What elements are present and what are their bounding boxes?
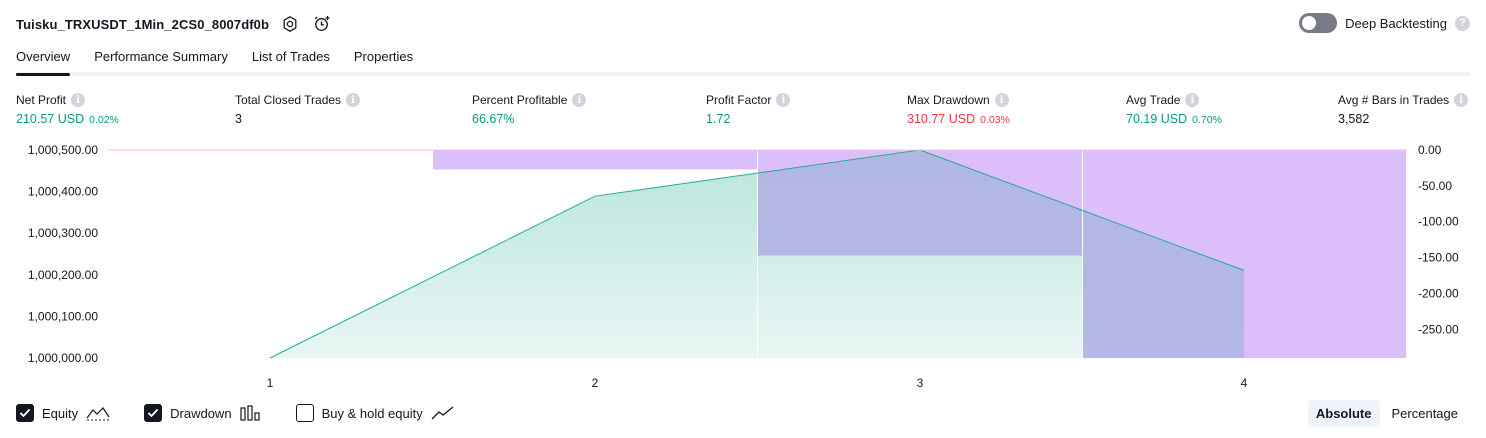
metric-percent: 0.03% — [980, 114, 1010, 126]
info-icon[interactable]: i — [71, 93, 86, 107]
checkmark-icon — [148, 408, 159, 418]
deep-backtesting-toggle[interactable] — [1299, 13, 1338, 33]
info-icon[interactable]: i — [572, 93, 587, 107]
y-right-tick-label: -200.00 — [1418, 286, 1459, 300]
equity-drawdown-chart[interactable]: 1,000,500.00 1,000,400.00 1,000,300.00 1,00… — [0, 140, 1486, 398]
toggle-knob — [1302, 16, 1317, 30]
checkmark-icon — [19, 408, 31, 418]
metric-value: 3,582 — [1338, 112, 1370, 126]
info-icon[interactable]: i — [346, 93, 361, 107]
y-right-tick-label: -250.00 — [1418, 322, 1459, 336]
metric-value: 310.77 USD — [907, 112, 976, 126]
y-right-tick-label: -50.00 — [1418, 179, 1452, 193]
metric-percent: 0.02% — [89, 114, 119, 126]
y-right-tick-label: -100.00 — [1418, 215, 1459, 229]
x-tick-label: 3 — [917, 376, 924, 390]
legend-equity-label: Equity — [42, 405, 79, 421]
tab-overview[interactable]: Overview — [16, 44, 71, 76]
drawdown-checkbox[interactable] — [144, 404, 163, 422]
metric-total-closed-trades: Total Closed Trades i 3 — [235, 93, 361, 126]
drawdown-bar — [433, 150, 757, 170]
tab-properties[interactable]: Properties — [353, 49, 414, 64]
drawdown-overlap — [758, 150, 1083, 256]
deep-backtesting: Deep Backtesting ? — [1299, 13, 1470, 33]
metric-label: Avg Trade — [1126, 93, 1181, 107]
percentage-button[interactable]: Percentage — [1391, 406, 1459, 421]
metric-label: Profit Factor — [706, 93, 772, 107]
metric-max-drawdown: Max Drawdown i 310.77 USD 0.03% — [907, 93, 1010, 126]
metric-percent: 0.70% — [1192, 114, 1222, 126]
metric-profit-factor: Profit Factor i 1.72 — [706, 93, 791, 126]
tab-performance-summary[interactable]: Performance Summary — [94, 49, 228, 64]
metric-label: Percent Profitable — [472, 93, 568, 107]
y-left-tick-label: 1,000,000.00 — [28, 351, 98, 365]
metric-value: 66.67% — [472, 112, 515, 126]
legend-equity[interactable]: Equity — [16, 404, 110, 422]
legend-buy-hold-label: Buy & hold equity — [321, 405, 423, 421]
metric-value: 3 — [235, 112, 242, 126]
report-tabs: Overview Performance Summary List of Tra… — [16, 44, 1470, 76]
x-tick-label: 1 — [267, 376, 274, 390]
equity-line-icon — [86, 407, 110, 421]
x-tick-label: 2 — [592, 376, 599, 390]
absolute-button[interactable]: Absolute — [1307, 400, 1380, 427]
metric-value: 70.19 USD — [1126, 112, 1188, 126]
x-tick-label: 4 — [1241, 376, 1248, 390]
info-icon[interactable]: i — [776, 93, 791, 107]
y-left-tick-label: 1,000,200.00 — [28, 268, 98, 282]
legend-drawdown[interactable]: Drawdown — [144, 404, 261, 422]
drawdown-bars-icon — [239, 405, 260, 421]
buy-hold-line-icon — [431, 406, 454, 420]
help-icon[interactable]: ? — [1455, 15, 1470, 31]
metric-value: 1.72 — [706, 112, 731, 126]
scale-switch: Absolute Percentage — [1307, 400, 1466, 427]
equity-checkbox[interactable] — [16, 404, 34, 422]
strategy-header: Tuisku_TRXUSDT_1Min_2CS0_8007df0b — [16, 12, 333, 36]
metric-label: Net Profit — [16, 93, 67, 107]
metric-avg-bars: Avg # Bars in Trades i 3,582 — [1338, 93, 1469, 126]
info-icon[interactable]: i — [1185, 93, 1200, 107]
metric-net-profit: Net Profit i 210.57 USD 0.02% — [16, 93, 119, 126]
equity-line — [269, 149, 1245, 359]
legend-buy-hold[interactable]: Buy & hold equity — [295, 404, 455, 422]
gear-icon[interactable] — [279, 13, 301, 35]
metric-avg-trade: Avg Trade i 70.19 USD 0.70% — [1126, 93, 1222, 126]
drawdown-overlap — [1083, 210, 1244, 358]
tab-list-of-trades[interactable]: List of Trades — [251, 49, 330, 64]
deep-backtesting-label: Deep Backtesting — [1345, 15, 1447, 31]
y-right-tick-label: -150.00 — [1418, 251, 1459, 265]
chart-legend: Equity Drawdown Buy & hold equity — [16, 404, 489, 422]
metric-value: 210.57 USD — [16, 112, 85, 126]
strategy-name: Tuisku_TRXUSDT_1Min_2CS0_8007df0b — [16, 16, 270, 32]
y-left-tick-label: 1,000,100.00 — [28, 309, 98, 323]
y-left-tick-label: 1,000,500.00 — [28, 143, 98, 157]
y-left-tick-label: 1,000,300.00 — [28, 226, 98, 240]
alarm-add-icon[interactable] — [311, 13, 333, 35]
y-left-tick-label: 1,000,400.00 — [28, 185, 98, 199]
legend-drawdown-label: Drawdown — [170, 405, 232, 421]
metric-label: Avg # Bars in Trades — [1338, 93, 1450, 107]
y-right-tick-label: 0.00 — [1418, 143, 1442, 157]
info-icon[interactable]: i — [1454, 93, 1469, 107]
info-icon[interactable]: i — [994, 93, 1009, 107]
metric-label: Max Drawdown — [907, 93, 990, 107]
buy-hold-checkbox[interactable] — [295, 404, 314, 422]
metric-label: Total Closed Trades — [235, 93, 342, 107]
metric-percent-profitable: Percent Profitable i 66.67% — [472, 93, 587, 126]
